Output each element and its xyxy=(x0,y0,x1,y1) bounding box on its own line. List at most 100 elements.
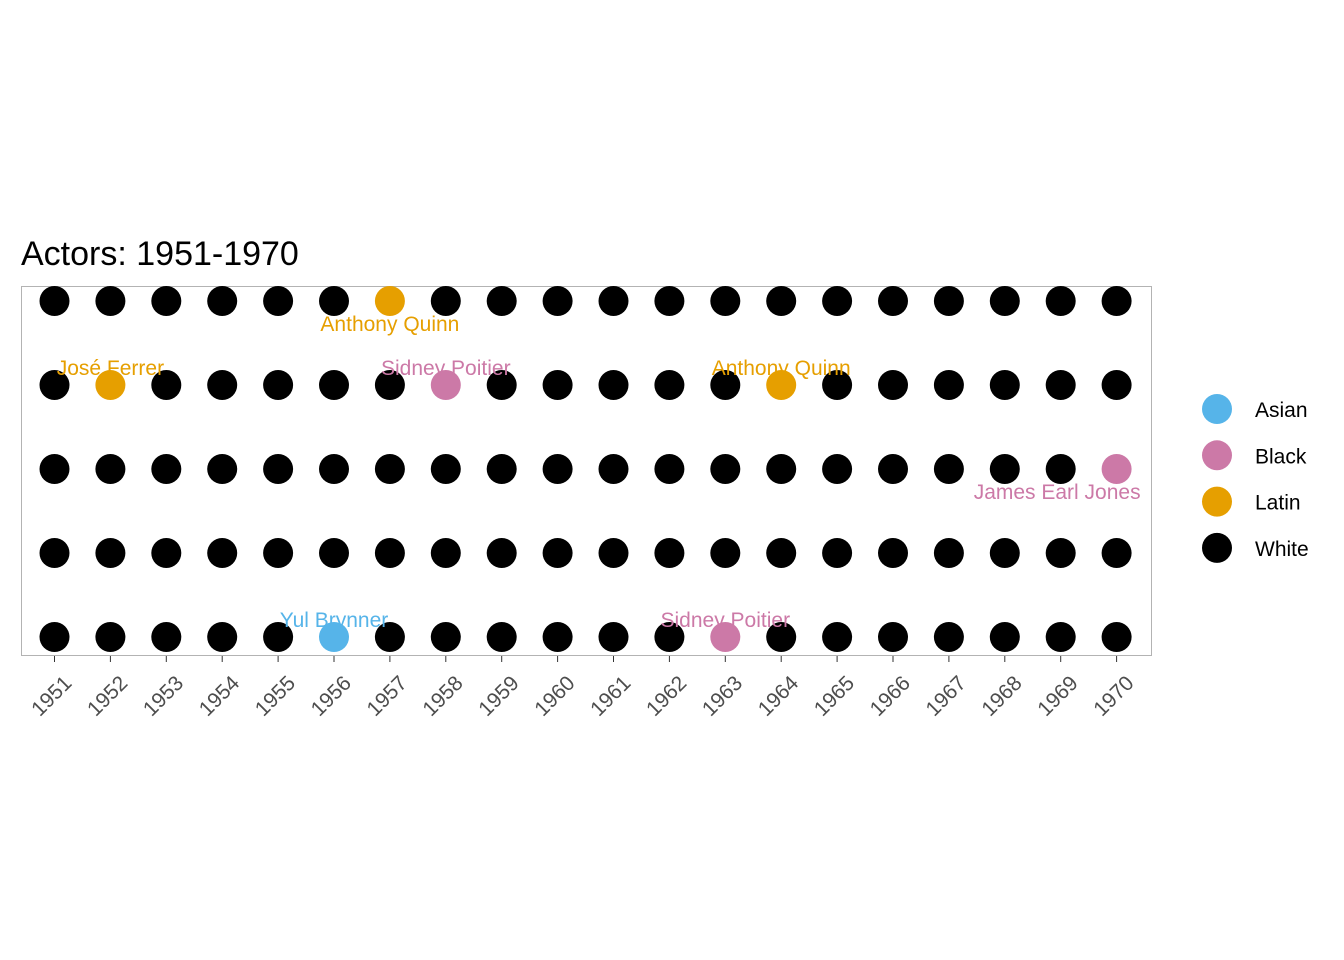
point-1969-row-1 xyxy=(1045,622,1076,652)
point-1953-row-2 xyxy=(151,538,182,568)
point-1957-row-4 xyxy=(374,370,405,400)
point-label: Anthony Quinn xyxy=(320,313,459,336)
point-1962-row-3 xyxy=(654,454,685,484)
point-1955-row-1 xyxy=(263,622,294,652)
point-1962-row-5 xyxy=(654,286,685,316)
point-label: James Earl Jones xyxy=(974,481,1141,504)
point-1967-row-3 xyxy=(933,454,964,484)
point-1967-row-1 xyxy=(933,622,964,652)
x-tick-label: 1963 xyxy=(698,672,747,721)
point-1970-row-3 xyxy=(1101,454,1132,484)
point-1968-row-3 xyxy=(989,454,1020,484)
point-1970-row-2 xyxy=(1101,538,1132,568)
point-1951-row-5 xyxy=(39,286,70,316)
point-1970-row-1 xyxy=(1101,622,1132,652)
point-label: Sidney Poitier xyxy=(661,609,791,632)
point-1960-row-4 xyxy=(542,370,573,400)
point-1966-row-2 xyxy=(878,538,908,568)
x-tick-label: 1958 xyxy=(418,672,467,721)
point-1960-row-5 xyxy=(542,286,573,316)
point-1964-row-1 xyxy=(766,622,797,652)
point-1958-row-2 xyxy=(430,538,461,568)
legend-key-latin xyxy=(1202,486,1232,517)
point-1963-row-3 xyxy=(710,454,741,484)
point-1965-row-3 xyxy=(822,454,853,484)
point-1959-row-3 xyxy=(486,454,517,484)
point-1956-row-5 xyxy=(319,286,349,316)
point-1966-row-1 xyxy=(878,622,908,652)
point-1952-row-2 xyxy=(95,538,126,568)
point-1952-row-5 xyxy=(95,286,126,316)
point-1953-row-3 xyxy=(151,454,182,484)
point-1966-row-5 xyxy=(878,286,908,316)
point-1961-row-5 xyxy=(598,286,629,316)
legend: Asian Black Latin White xyxy=(1202,394,1309,563)
x-tick-label: 1959 xyxy=(474,672,523,721)
legend-key-black xyxy=(1202,440,1232,471)
plot-panel-border xyxy=(21,286,1152,656)
legend-label-asian: Asian xyxy=(1255,399,1308,422)
point-1951-row-2 xyxy=(39,538,70,568)
point-1966-row-3 xyxy=(878,454,908,484)
point-1965-row-5 xyxy=(822,286,853,316)
point-1952-row-3 xyxy=(95,454,126,484)
x-tick-label: 1970 xyxy=(1089,672,1138,721)
x-tick-label: 1955 xyxy=(251,672,300,721)
point-labels-layer: Anthony Quinn José Ferrer Sidney Poitier An… xyxy=(57,313,1141,632)
x-tick-label: 1968 xyxy=(977,672,1026,721)
point-1969-row-2 xyxy=(1045,538,1076,568)
point-1968-row-2 xyxy=(989,538,1020,568)
point-1958-row-3 xyxy=(430,454,461,484)
point-1970-row-5 xyxy=(1101,286,1132,316)
legend-key-asian xyxy=(1202,394,1232,424)
point-1956-row-4 xyxy=(319,370,349,400)
point-1961-row-1 xyxy=(598,622,629,652)
point-1953-row-1 xyxy=(151,622,182,652)
point-1955-row-3 xyxy=(263,454,294,484)
point-1968-row-5 xyxy=(989,286,1020,316)
x-tick-label: 1962 xyxy=(642,672,691,721)
point-1963-row-4 xyxy=(710,370,741,400)
point-1959-row-1 xyxy=(486,622,517,652)
point-1969-row-5 xyxy=(1045,286,1076,316)
points-layer xyxy=(39,286,1132,652)
x-tick-label: 1969 xyxy=(1033,672,1082,721)
point-1959-row-4 xyxy=(486,370,517,400)
point-1961-row-2 xyxy=(598,538,629,568)
point-1954-row-5 xyxy=(207,286,238,316)
x-tick-label: 1956 xyxy=(307,672,356,721)
point-1959-row-2 xyxy=(486,538,517,568)
point-1960-row-2 xyxy=(542,538,573,568)
point-1963-row-2 xyxy=(710,538,741,568)
point-1967-row-5 xyxy=(933,286,964,316)
point-1953-row-5 xyxy=(151,286,182,316)
point-label: Anthony Quinn xyxy=(712,357,851,380)
point-1956-row-3 xyxy=(319,454,349,484)
point-1962-row-4 xyxy=(654,370,685,400)
point-1957-row-3 xyxy=(374,454,405,484)
point-1961-row-4 xyxy=(598,370,629,400)
point-1963-row-5 xyxy=(710,286,741,316)
x-tick-label: 1957 xyxy=(363,672,412,721)
point-1959-row-5 xyxy=(486,286,517,316)
point-1954-row-3 xyxy=(207,454,238,484)
point-1965-row-2 xyxy=(822,538,853,568)
point-1956-row-1 xyxy=(319,622,349,652)
point-1958-row-1 xyxy=(430,622,461,652)
x-tick-label: 1965 xyxy=(810,672,859,721)
x-tick-label: 1967 xyxy=(922,672,971,721)
point-1958-row-4 xyxy=(430,370,461,400)
point-1954-row-4 xyxy=(207,370,238,400)
point-label: Yul Brynner xyxy=(280,609,389,632)
point-1952-row-1 xyxy=(95,622,126,652)
point-1964-row-3 xyxy=(766,454,797,484)
point-label: Sidney Poitier xyxy=(381,357,511,380)
point-1951-row-3 xyxy=(39,454,70,484)
x-tick-label: 1951 xyxy=(27,672,76,721)
legend-label-latin: Latin xyxy=(1255,492,1301,515)
point-1965-row-1 xyxy=(822,622,853,652)
point-1957-row-2 xyxy=(374,538,405,568)
legend-label-white: White xyxy=(1255,538,1309,561)
point-label: José Ferrer xyxy=(57,357,164,380)
